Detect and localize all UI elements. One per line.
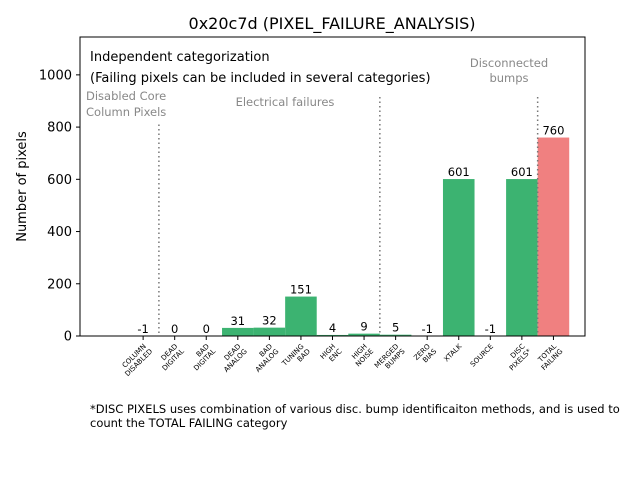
- bar: [316, 334, 349, 336]
- x-tick-label: BADANALOG: [248, 342, 280, 374]
- x-tick-label: SOURCE: [469, 342, 495, 368]
- x-tick-label: BADDIGITAL: [187, 342, 218, 373]
- bar-value-label: 760: [542, 124, 564, 138]
- bar-value-label: 601: [448, 165, 470, 179]
- bar-value-label: -1: [421, 322, 432, 336]
- bar-value-label: 5: [392, 321, 399, 335]
- annotation: (Failing pixels can be included in sever…: [90, 71, 431, 86]
- bar-value-label: 4: [329, 321, 336, 335]
- separator-label: Electrical failures: [236, 95, 335, 109]
- x-tick-label: COLUMNDISABLED: [118, 342, 154, 378]
- x-tick-label: TOTALFAILING: [534, 342, 564, 372]
- bar-value-label: 0: [203, 322, 210, 336]
- x-tick-label: DEADANALOG: [217, 342, 249, 374]
- x-tick-label: MERGEDBUMPS: [373, 341, 407, 375]
- bar-value-label: 151: [290, 283, 312, 297]
- bar: [537, 137, 570, 336]
- bar-value-label: 0: [171, 322, 178, 336]
- separator-label: Disabled Core Column Pixels: [86, 89, 166, 119]
- separator-label: Disconnected bumps: [470, 56, 548, 85]
- bar: [285, 296, 317, 336]
- y-tick-label: 1000: [39, 68, 72, 83]
- y-tick-label: 400: [47, 225, 72, 240]
- y-tick-label: 600: [47, 173, 72, 188]
- bar-value-label: 601: [511, 165, 533, 179]
- bar-value-label: 32: [262, 314, 277, 328]
- bar: [253, 327, 286, 336]
- x-tick-label: HIGHENC: [319, 342, 344, 367]
- bar-value-label: -1: [485, 322, 496, 336]
- x-tick-label: TUNINGBAD: [280, 342, 312, 374]
- x-tick-label: XTALK: [442, 342, 463, 363]
- x-tick-label: DEADDIGITAL: [155, 342, 186, 373]
- bar-value-label: 31: [230, 314, 245, 328]
- x-tick-label: ZEROBIAS: [412, 341, 438, 367]
- y-tick-label: 200: [47, 277, 72, 292]
- bar: [379, 334, 412, 336]
- annotation: Independent categorization: [90, 50, 270, 65]
- y-tick-label: 0: [64, 330, 72, 345]
- bar: [442, 179, 475, 336]
- x-tick-label: DISCPIXELS*: [502, 341, 533, 372]
- bar: [506, 179, 538, 336]
- chart-title: 0x20c7d (PIXEL_FAILURE_ANALYSIS): [189, 14, 476, 34]
- footnote: *DISC PIXELS uses combination of various…: [90, 402, 620, 430]
- y-axis-label: Number of pixels: [15, 131, 30, 242]
- bar-value-label: -1: [137, 322, 148, 336]
- bar: [348, 333, 380, 336]
- bar-value-label: 9: [360, 320, 367, 334]
- x-tick-label: HIGHNOISE: [348, 342, 375, 369]
- y-tick-label: 800: [47, 121, 72, 136]
- bar: [222, 327, 254, 336]
